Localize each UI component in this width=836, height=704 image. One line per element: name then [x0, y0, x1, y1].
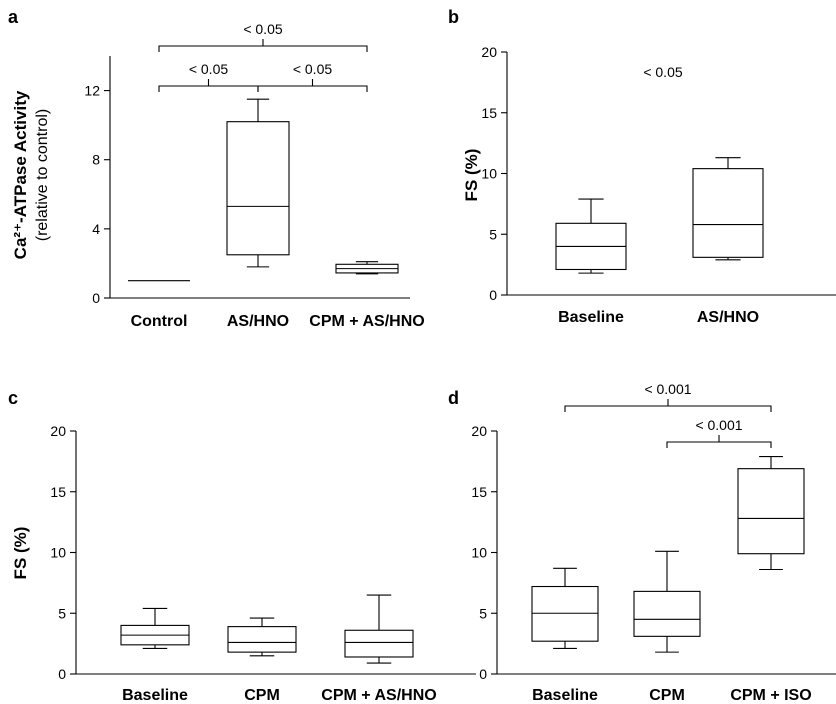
y-tick-label: 15 — [471, 484, 487, 500]
x-category-label: Baseline — [532, 687, 598, 704]
panel-label: c — [8, 388, 18, 408]
box-iqr — [227, 626, 297, 653]
significance-label: < 0.001 — [644, 381, 691, 397]
y-tick-label: 0 — [92, 290, 100, 306]
plot-area: 0 5 10 15 20 Baseline CPM CPM + AS/HNO — [50, 423, 476, 704]
y-tick-label: 4 — [92, 221, 100, 237]
box-iqr — [531, 585, 599, 642]
x-category-label: Baseline — [122, 687, 188, 704]
y-tick-label: 0 — [479, 666, 487, 682]
y-axis-label: Ca²⁺-ATPase Activity — [11, 90, 30, 259]
box-iqr — [633, 590, 701, 637]
significance-label: < 0.05 — [243, 21, 283, 37]
panel-label: b — [448, 7, 459, 27]
y-tick-label: 12 — [84, 83, 100, 99]
y-tick-label: 10 — [50, 545, 66, 561]
x-category-label: CPM + AS/HNO — [309, 313, 424, 330]
y-tick-label: 0 — [489, 287, 497, 303]
x-category-label: CPM + AS/HNO — [321, 687, 436, 704]
panel-label: a — [8, 7, 19, 27]
box-cpm — [633, 550, 701, 653]
box-iqr — [226, 121, 290, 256]
box-iqr — [737, 468, 805, 555]
y-tick-label: 5 — [58, 605, 66, 621]
y-tick-label: 10 — [481, 166, 497, 182]
panel-a: a 0 4 8 12 Control AS/HNO CPM + AS/HNO < 0.05 < … — [8, 7, 425, 330]
box-baseline — [120, 607, 190, 650]
y-axis-title: Ca²⁺-ATPase Activity (relative to contro… — [11, 90, 51, 259]
y-tick-label: 8 — [92, 152, 100, 168]
y-tick-label: 0 — [58, 666, 66, 682]
x-category-label: Control — [131, 313, 188, 330]
y-tick-label: 10 — [471, 545, 487, 561]
significance-label: < 0.001 — [695, 417, 742, 433]
x-category-label: AS/HNO — [697, 309, 759, 326]
significance-bracket — [158, 39, 368, 52]
y-tick-label: 15 — [481, 105, 497, 121]
box-iqr — [692, 168, 764, 258]
significance-label: < 0.05 — [293, 61, 333, 77]
box-cpm — [227, 617, 297, 657]
significance-bracket — [564, 399, 772, 412]
panel-d: d 0 5 10 15 20 Baseline CPM CPM + ISO < 0.001 < 0… — [448, 381, 836, 704]
box-iqr — [344, 629, 414, 658]
box-baseline — [555, 198, 627, 274]
x-category-label: CPM — [244, 687, 280, 704]
box-as-hno — [692, 157, 764, 261]
box-cpm-iso — [737, 455, 805, 571]
x-category-label: CPM + ISO — [730, 687, 811, 704]
plot-area: 0 5 10 15 20 Baseline CPM CPM + ISO < 0.001 < 0.0… — [471, 381, 836, 704]
x-category-label: CPM — [649, 687, 685, 704]
y-tick-label: 15 — [50, 484, 66, 500]
y-axis-label: FS (%) — [462, 149, 481, 202]
significance-bracket — [666, 435, 772, 448]
y-tick-label: 20 — [481, 44, 497, 60]
x-category-label: AS/HNO — [227, 313, 289, 330]
y-tick-label: 5 — [479, 605, 487, 621]
panel-c: c 0 5 10 15 20 Baseline CPM CPM + AS/HNO FS (%) — [8, 388, 476, 704]
p-value-annotation: < 0.05 — [643, 64, 683, 80]
significance-label: < 0.05 — [189, 61, 229, 77]
plot-area: 0 5 10 15 20 Baseline AS/HNO — [481, 44, 836, 326]
panel-b: b 0 5 10 15 20 Baseline AS/HNO FS (%) < 0.05 — [448, 7, 836, 326]
y-tick-label: 20 — [471, 423, 487, 439]
y-tick-label: 5 — [489, 226, 497, 242]
box-as-hno — [226, 98, 290, 268]
x-category-label: Baseline — [558, 309, 624, 326]
y-tick-label: 20 — [50, 423, 66, 439]
y-axis-label: FS (%) — [11, 527, 30, 580]
box-cpm-as-hno — [344, 594, 414, 664]
box-baseline — [531, 567, 599, 650]
significance-bracket — [257, 79, 368, 92]
y-axis-sublabel: (relative to control) — [34, 109, 51, 242]
plot-area: 0 4 8 12 Control AS/HNO CPM + AS/HNO < 0.05 < 0.… — [84, 21, 424, 330]
box-cpm-as-hno — [335, 261, 399, 275]
significance-bracket — [158, 79, 259, 92]
panel-label: d — [448, 388, 459, 408]
